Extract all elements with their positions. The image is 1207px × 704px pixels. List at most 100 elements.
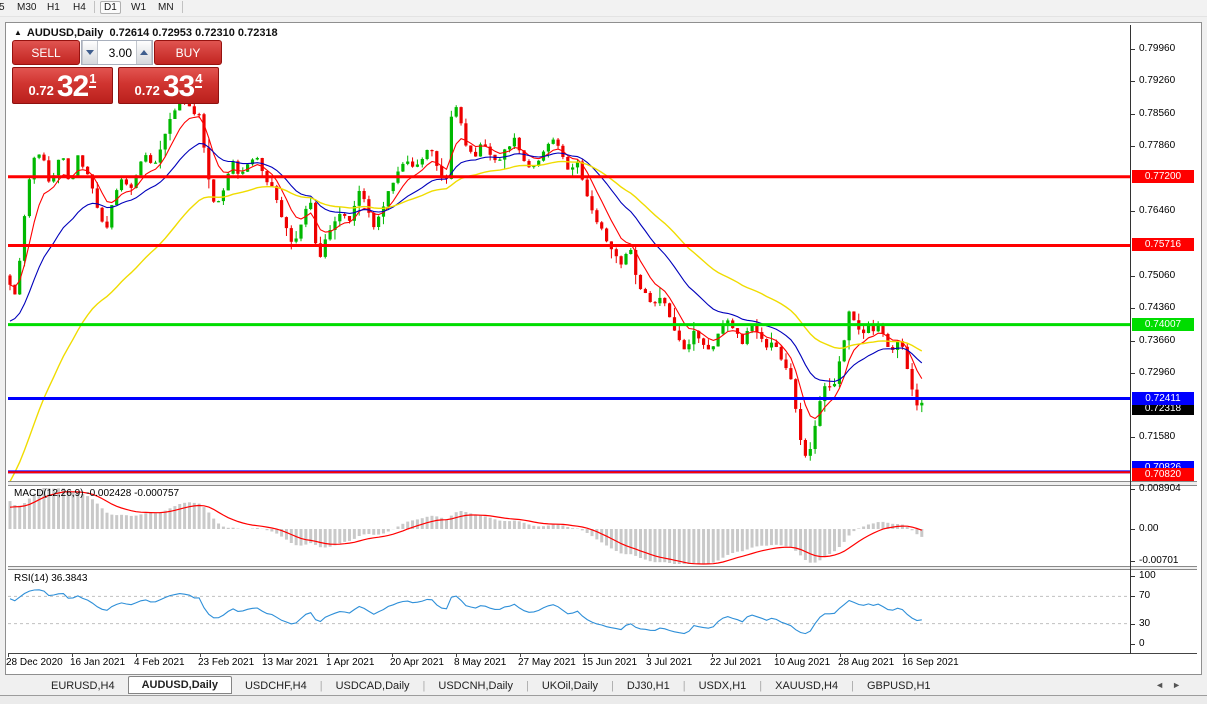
price-axis-tick xyxy=(1131,81,1135,83)
symbol-arrow-icon: ▲ xyxy=(14,28,22,37)
sell-price-tile[interactable]: 0.72 32 1 xyxy=(12,67,113,104)
rsi-axis-tick-label: 100 xyxy=(1139,570,1156,581)
price-axis-tick-label: 0.71580 xyxy=(1139,430,1176,442)
date-axis-label: 4 Feb 2021 xyxy=(134,657,185,668)
timeframe-button-5[interactable]: 5 xyxy=(0,2,5,13)
panel-separator-rsi[interactable] xyxy=(8,566,1197,570)
buy-price-tile[interactable]: 0.72 33 4 xyxy=(118,67,219,104)
rsi-axis-tick xyxy=(1131,623,1135,625)
price-axis-tick xyxy=(1131,275,1135,277)
toolbar-separator xyxy=(94,1,95,13)
tab-scroll-right-icon[interactable]: ► xyxy=(1172,680,1189,690)
macd-axis-tick xyxy=(1131,560,1135,562)
date-axis-label: 3 Jul 2021 xyxy=(646,657,693,668)
date-axis-tick xyxy=(584,653,585,657)
buy-price-main: 33 xyxy=(162,70,195,103)
timeframe-button-H4[interactable]: H4 xyxy=(73,2,86,13)
date-axis-tick xyxy=(456,653,457,657)
price-axis-tick-label: 0.73660 xyxy=(1139,334,1176,346)
rsi-axis-tick xyxy=(1131,596,1135,598)
date-axis-tick xyxy=(712,653,713,657)
current-price-label: 0.72318 xyxy=(1132,401,1194,415)
hline-price-label: 0.77200 xyxy=(1132,169,1194,183)
macd-panel-canvas[interactable] xyxy=(8,486,1130,566)
tab-separator: | xyxy=(682,680,686,692)
chart-tab-AUDUSD-Daily[interactable]: AUDUSD,Daily xyxy=(127,676,232,694)
date-axis-label: 23 Feb 2021 xyxy=(198,657,255,668)
chart-tab-DJ30-H1[interactable]: DJ30,H1 xyxy=(626,680,670,692)
date-axis-tick xyxy=(904,653,905,657)
chart-tab-XAUUSD-H4[interactable]: XAUUSD,H4 xyxy=(775,680,839,692)
volume-increase-button[interactable] xyxy=(136,41,152,64)
sell-price-main: 32 xyxy=(56,70,89,103)
price-axis-tick-label: 0.79260 xyxy=(1139,75,1176,87)
chart-tab-USDCHF-H4[interactable]: USDCHF,H4 xyxy=(244,680,307,692)
price-chart-canvas[interactable] xyxy=(8,25,1130,481)
rsi-panel-canvas[interactable] xyxy=(8,570,1130,653)
date-axis-label: 8 May 2021 xyxy=(454,657,507,668)
chart-tab-UKOil-Daily[interactable]: UKOil,Daily xyxy=(541,680,599,692)
macd-axis-tick-label: 0.008904 xyxy=(1139,482,1181,494)
price-axis-tick xyxy=(1131,113,1135,115)
macd-axis-tick xyxy=(1131,488,1135,490)
price-axis-tick-label: 0.79960 xyxy=(1139,43,1176,54)
macd-axis-tick-label: -0.00701 xyxy=(1139,554,1179,566)
hline-price-label: 0.75716 xyxy=(1132,238,1194,252)
volume-control xyxy=(81,40,153,65)
date-axis-tick xyxy=(72,653,73,657)
macd-indicator-label: MACD(12,26,9) -0.002428 -0.000757 xyxy=(14,488,180,499)
tab-separator: | xyxy=(525,680,529,692)
buy-price-pip: 4 xyxy=(195,71,203,88)
chart-tab-USDX-H1[interactable]: USDX,H1 xyxy=(698,680,747,692)
chart-title: ▲ AUDUSD,Daily 0.72614 0.72953 0.72310 0.… xyxy=(14,27,278,39)
date-axis-tick xyxy=(328,653,329,657)
timeframe-button-W1[interactable]: W1 xyxy=(131,2,146,13)
sell-price-prefix: 0.72 xyxy=(28,83,54,98)
status-strip xyxy=(0,696,1207,704)
macd-axis-tick-label: 0.00 xyxy=(1139,523,1159,534)
date-axis-tick xyxy=(776,653,777,657)
hline-price-label: 0.72411 xyxy=(1132,391,1194,405)
date-axis-label: 10 Aug 2021 xyxy=(774,657,831,668)
date-axis-label: 27 May 2021 xyxy=(518,657,576,668)
price-axis-tick-label: 0.72960 xyxy=(1139,367,1176,379)
date-axis-tick xyxy=(648,653,649,657)
chart-tab-GBPUSD-H1[interactable]: GBPUSD,H1 xyxy=(866,680,931,692)
macd-axis-tick xyxy=(1131,529,1135,530)
volume-decrease-button[interactable] xyxy=(82,41,98,64)
date-axis-label: 16 Jan 2021 xyxy=(70,657,126,668)
sell-button[interactable]: SELL xyxy=(12,40,80,65)
chevron-down-icon xyxy=(86,50,94,59)
price-axis-tick-label: 0.76460 xyxy=(1139,205,1176,217)
panel-separator-macd[interactable] xyxy=(8,481,1197,486)
buy-button[interactable]: BUY xyxy=(154,40,222,65)
tab-separator: | xyxy=(851,680,854,692)
date-axis-label: 1 Apr 2021 xyxy=(326,657,375,668)
tab-separator: | xyxy=(611,680,614,692)
tab-separator: | xyxy=(319,680,323,692)
rsi-axis-tick-label: 0 xyxy=(1139,638,1145,649)
price-axis-tick xyxy=(1131,308,1135,310)
timeframe-button-M30[interactable]: M30 xyxy=(17,2,37,13)
timeframe-button-H1[interactable]: H1 xyxy=(47,2,60,13)
timeframe-toolbar: 5 M30 H1 H4 D1 W1 MN xyxy=(0,0,1207,17)
chart-tab-USDCAD-Daily[interactable]: USDCAD,Daily xyxy=(335,680,410,692)
tab-scroll-left-icon[interactable]: ◄ xyxy=(1155,680,1173,690)
timeframe-button-D1[interactable]: D1 xyxy=(100,1,121,14)
timeframe-button-MN[interactable]: MN xyxy=(158,2,174,13)
x-axis-line xyxy=(8,653,1197,654)
chart-symbol-label: AUDUSD,Daily xyxy=(26,27,104,39)
sell-price-pip: 1 xyxy=(89,71,97,88)
price-axis-tick-label: 0.78560 xyxy=(1139,107,1176,119)
chart-tab-USDCNH-Daily[interactable]: USDCNH,Daily xyxy=(438,680,513,692)
price-axis-line[interactable] xyxy=(1130,25,1131,654)
chart-tab-EURUSD-H4[interactable]: EURUSD,H4 xyxy=(51,680,115,692)
price-axis-tick-label: 0.77860 xyxy=(1139,140,1176,152)
date-axis-label: 22 Jul 2021 xyxy=(710,657,762,668)
toolbar-separator xyxy=(182,1,183,13)
volume-input[interactable] xyxy=(98,41,136,64)
price-axis-tick xyxy=(1131,211,1135,213)
tab-scroll-arrows[interactable]: ◄► xyxy=(1155,680,1189,690)
